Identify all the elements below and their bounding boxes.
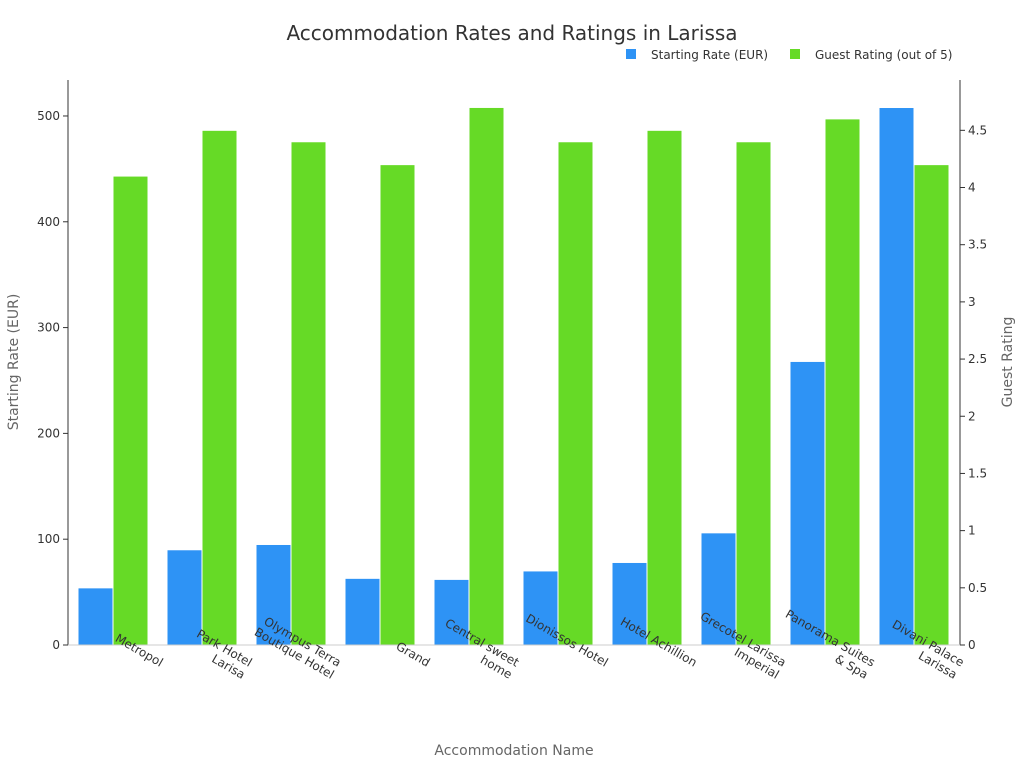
y2-tick-label: 3 bbox=[968, 295, 976, 309]
chart-title: Accommodation Rates and Ratings in Laris… bbox=[286, 21, 737, 45]
y-tick-label: 500 bbox=[37, 109, 60, 123]
bar-starting-rate-eur-park-hotel-larisa bbox=[166, 549, 203, 646]
bar-guest-rating-out-of-5-park-hotel-larisa bbox=[201, 129, 238, 646]
bar-guest-rating-out-of-5-central-sweet-home bbox=[468, 106, 505, 646]
y-axis-title: Starting Rate (EUR) bbox=[6, 294, 22, 431]
bar-guest-rating-out-of-5-divani-palace-larissa bbox=[913, 164, 950, 646]
y2-tick-label: 4 bbox=[968, 181, 976, 195]
y2-tick-label: 0 bbox=[968, 638, 976, 652]
y-tick-label: 300 bbox=[37, 321, 60, 335]
y2-axis-title: Guest Rating bbox=[1000, 317, 1016, 408]
bar-starting-rate-eur-dionissos-hotel bbox=[522, 570, 559, 646]
bar-guest-rating-out-of-5-hotel-achillion bbox=[646, 129, 683, 646]
bar-starting-rate-eur-olympus-terra-boutique-hotel bbox=[255, 543, 292, 646]
x-axis-title: Accommodation Name bbox=[434, 743, 593, 759]
y2-tick-label: 1 bbox=[968, 524, 976, 538]
legend-label-guest-rating: Guest Rating (out of 5) bbox=[815, 48, 952, 62]
bar-starting-rate-eur-divani-palace-larissa bbox=[878, 107, 915, 646]
y-tick-label: 200 bbox=[37, 426, 60, 440]
y-tick-label: 0 bbox=[52, 638, 60, 652]
y-tick-label: 100 bbox=[37, 532, 60, 546]
bar-starting-rate-eur-metropol bbox=[77, 587, 114, 646]
y2-tick-label: 2 bbox=[968, 409, 976, 423]
y2-tick-label: 0.5 bbox=[968, 581, 987, 595]
bar-guest-rating-out-of-5-grecotel-larissa-imperial bbox=[735, 141, 772, 646]
legend-swatch-guest-rating bbox=[790, 49, 800, 59]
bar-guest-rating-out-of-5-dionissos-hotel bbox=[557, 141, 594, 646]
bar-starting-rate-eur-grand bbox=[344, 577, 381, 646]
bar-guest-rating-out-of-5-olympus-terra-boutique-hotel bbox=[290, 141, 327, 646]
y2-tick-label: 1.5 bbox=[968, 466, 987, 480]
bar-starting-rate-eur-central-sweet-home bbox=[433, 578, 470, 646]
legend: Starting Rate (EUR) Guest Rating (out of… bbox=[626, 48, 952, 62]
bar-guest-rating-out-of-5-grand bbox=[379, 164, 416, 646]
bar-guest-rating-out-of-5-panorama-suites-spa bbox=[824, 118, 861, 646]
y2-tick-label: 2.5 bbox=[968, 352, 987, 366]
legend-label-starting-rate: Starting Rate (EUR) bbox=[651, 48, 768, 62]
bars bbox=[77, 106, 950, 646]
bar-starting-rate-eur-panorama-suites-spa bbox=[789, 360, 826, 646]
y2-tick-label: 4.5 bbox=[968, 123, 987, 137]
y-tick-label: 400 bbox=[37, 215, 60, 229]
axes: 0 100 200 300 400 500 0 0.5 1 1.5 2 2.5 3 3.5 4 4.5 bbox=[37, 80, 987, 652]
bar-guest-rating-out-of-5-metropol bbox=[112, 175, 149, 646]
legend-swatch-starting-rate bbox=[626, 49, 636, 59]
y2-tick-label: 3.5 bbox=[968, 238, 987, 252]
